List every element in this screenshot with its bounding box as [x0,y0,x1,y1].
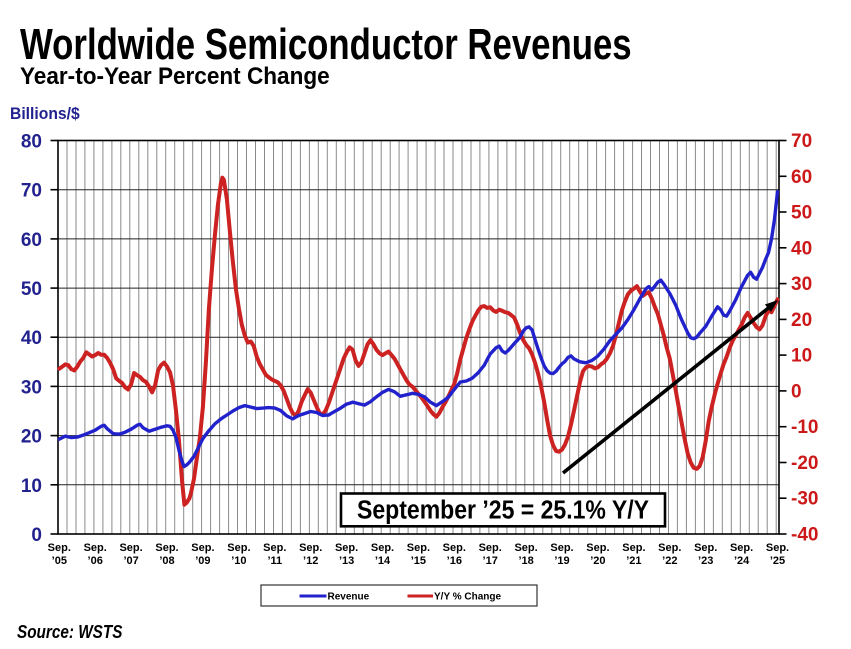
svg-text:Sep.: Sep. [48,542,71,554]
svg-text:’11: ’11 [267,555,282,567]
svg-text:’15: ’15 [411,555,426,567]
svg-text:’06: ’06 [88,555,103,567]
svg-text:Sep.: Sep. [622,542,645,554]
svg-text:20: 20 [791,310,812,331]
svg-text:’19: ’19 [554,555,569,567]
svg-text:’21: ’21 [626,555,641,567]
svg-text:60: 60 [791,167,812,188]
svg-text:’14: ’14 [375,555,391,567]
svg-text:’22: ’22 [662,555,677,567]
svg-text:’18: ’18 [518,555,533,567]
svg-text:’24: ’24 [734,555,750,567]
svg-text:Sep.: Sep. [155,542,178,554]
svg-text:60: 60 [21,230,42,251]
svg-text:’13: ’13 [339,555,354,567]
svg-text:Sep.: Sep. [479,542,502,554]
svg-text:’09: ’09 [195,555,210,567]
svg-text:Sep.: Sep. [658,542,681,554]
svg-text:’23: ’23 [698,555,713,567]
svg-text:Sep.: Sep. [550,542,573,554]
svg-text:Sep.: Sep. [407,542,430,554]
svg-text:30: 30 [791,274,812,295]
svg-text:Sep.: Sep. [191,542,214,554]
svg-text:-40: -40 [791,525,818,546]
svg-text:Y/Y % Change: Y/Y % Change [434,591,501,602]
svg-text:Sep.: Sep. [694,542,717,554]
svg-text:Revenue: Revenue [328,591,370,602]
svg-text:Sep.: Sep. [299,542,322,554]
svg-text:0: 0 [791,381,802,402]
svg-text:’08: ’08 [159,555,174,567]
svg-text:0: 0 [31,525,42,546]
svg-text:50: 50 [791,203,812,224]
svg-text:Sep.: Sep. [586,542,609,554]
svg-text:’12: ’12 [303,555,318,567]
svg-text:Sep.: Sep. [766,542,789,554]
svg-text:’17: ’17 [483,555,498,567]
svg-text:70: 70 [21,181,42,202]
svg-text:Sep.: Sep. [335,542,358,554]
svg-text:Sep.: Sep. [84,542,107,554]
svg-text:Sep.: Sep. [227,542,250,554]
svg-text:40: 40 [21,328,42,349]
svg-text:Sep.: Sep. [443,542,466,554]
svg-text:Sep.: Sep. [371,542,394,554]
svg-text:’25: ’25 [770,555,785,567]
svg-text:Sep.: Sep. [514,542,537,554]
svg-text:September ’25 = 25.1% Y/Y: September ’25 = 25.1% Y/Y [357,496,649,525]
svg-text:30: 30 [21,377,42,398]
svg-text:10: 10 [791,346,812,367]
svg-text:Sep.: Sep. [263,542,286,554]
svg-text:10: 10 [21,476,42,497]
svg-text:Sep.: Sep. [730,542,753,554]
svg-text:40: 40 [791,238,812,259]
svg-text:70: 70 [791,131,812,152]
svg-text:’16: ’16 [447,555,462,567]
svg-text:’07: ’07 [123,555,138,567]
svg-text:50: 50 [21,279,42,300]
svg-text:-10: -10 [791,417,818,438]
svg-text:-20: -20 [791,453,818,474]
svg-text:’05: ’05 [52,555,67,567]
svg-text:’10: ’10 [231,555,246,567]
svg-text:-30: -30 [791,489,818,510]
svg-text:Sep.: Sep. [119,542,142,554]
svg-text:’20: ’20 [590,555,605,567]
svg-text:20: 20 [21,427,42,448]
svg-text:80: 80 [21,132,42,153]
